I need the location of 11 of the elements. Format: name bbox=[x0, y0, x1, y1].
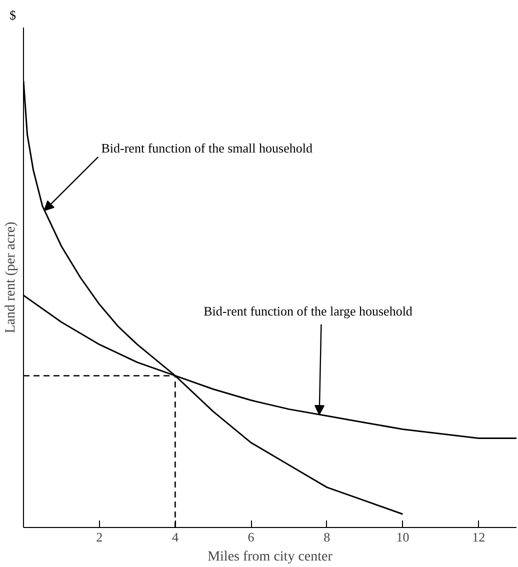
x-tick-label: 8 bbox=[324, 530, 330, 544]
x-tick-label: 6 bbox=[248, 530, 255, 544]
x-tick-label: 2 bbox=[96, 530, 103, 544]
x-tick-label: 10 bbox=[396, 530, 410, 544]
text: $ bbox=[10, 8, 16, 22]
annotation: Bid-rent function of the small household bbox=[101, 140, 313, 156]
x-tick-label: 4 bbox=[172, 530, 179, 544]
annotation: Bid-rent function of the large household bbox=[204, 303, 413, 318]
x-tick-label: 12 bbox=[472, 530, 486, 544]
y-axis-title: Land rent (per acre) bbox=[4, 221, 18, 334]
x-axis-title: Miles from city center bbox=[208, 550, 333, 564]
